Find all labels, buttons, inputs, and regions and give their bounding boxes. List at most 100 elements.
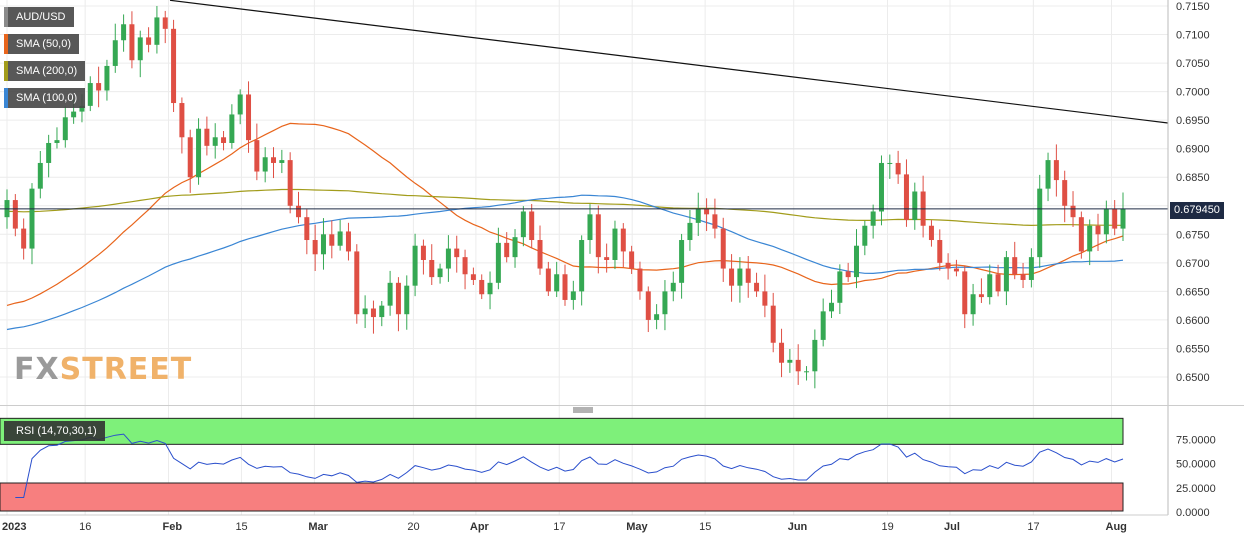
candle-body — [629, 251, 635, 269]
candle-body — [520, 211, 526, 238]
date-tick-label: Mar — [308, 521, 328, 533]
candle-body — [71, 111, 77, 118]
candle-body — [462, 257, 468, 275]
sma-50-line — [6, 122, 1124, 306]
candle-body — [412, 245, 418, 286]
candle-body — [587, 214, 593, 241]
candle-body — [562, 274, 568, 300]
candle-body — [437, 268, 443, 278]
candle-body — [395, 282, 401, 315]
watermark-street: STREET — [59, 352, 193, 387]
candle-body — [487, 282, 493, 295]
price-tick-label: 0.6900 — [1176, 144, 1210, 156]
price-tick-label: 0.6550 — [1176, 343, 1210, 355]
candle-body — [279, 160, 285, 163]
candle-body — [620, 228, 626, 252]
date-tick-label: May — [626, 521, 648, 533]
watermark-fx: FX — [14, 352, 60, 387]
candle-body — [1028, 257, 1034, 280]
candle-body — [420, 245, 426, 260]
axes — [0, 0, 1244, 516]
candle-body — [837, 271, 843, 303]
candle-body — [454, 248, 460, 258]
candle-body — [670, 282, 676, 292]
candle-body — [870, 211, 876, 226]
candle-body — [637, 268, 643, 292]
candle-body — [745, 268, 751, 283]
candle-body — [1062, 180, 1068, 206]
sma-50-label: SMA (50,0) — [16, 38, 72, 50]
rsi-tick-label: 75.0000 — [1176, 435, 1216, 447]
candle-body — [295, 205, 301, 218]
candle-body — [179, 103, 185, 138]
candle-body — [545, 268, 551, 292]
rsi-overbought-zone — [0, 417, 1124, 445]
candle-body — [1112, 208, 1118, 229]
candle-body — [146, 37, 152, 45]
sma-100-line — [6, 194, 1124, 331]
candle-body — [804, 371, 810, 373]
candle-body — [229, 114, 235, 143]
candle-body — [595, 214, 601, 258]
candle-body — [495, 242, 501, 283]
candle-body — [320, 234, 326, 255]
date-tick-label: Feb — [163, 521, 183, 533]
candle-body — [171, 28, 177, 104]
candle-body — [204, 128, 210, 146]
candle-body — [46, 142, 52, 163]
candle-body — [445, 248, 451, 269]
legend-sma-50[interactable]: SMA (50,0) — [4, 34, 80, 54]
oversold-band — [0, 482, 1124, 512]
candle-body — [687, 222, 693, 241]
candle-body — [271, 157, 277, 163]
candle-body — [512, 237, 518, 258]
candle-body — [470, 274, 476, 280]
candle-body — [978, 294, 984, 298]
candle-body — [1103, 208, 1109, 235]
candle-body — [504, 242, 510, 258]
candle-body — [1012, 257, 1018, 275]
date-tick-label: Jul — [944, 521, 960, 533]
candle-body — [853, 245, 859, 278]
candle-body — [246, 94, 252, 141]
candle-body — [912, 191, 918, 221]
resistance-trendline — [169, 0, 1168, 124]
candle-body — [1053, 160, 1059, 181]
price-tick-label: 0.6850 — [1176, 172, 1210, 184]
candle-body — [1037, 188, 1043, 258]
price-axis-labels: 0.7150 0.7100 0.7050 0.7000 0.6950 0.6900 0.68… — [1176, 1, 1210, 384]
candle-body — [404, 285, 410, 315]
rsi-axis-labels: 75.0000 50.0000 25.0000 0.0000 — [1176, 435, 1216, 520]
pair-label: AUD/USD — [16, 11, 66, 23]
date-tick-label: Jun — [788, 521, 808, 533]
price-tick-label: 0.6750 — [1176, 229, 1210, 241]
legend-sma-200[interactable]: SMA (200,0) — [4, 61, 86, 81]
rsi-oversold-zone — [0, 482, 1124, 512]
price-tick-label: 0.7000 — [1176, 87, 1210, 99]
candle-body — [387, 282, 393, 306]
candle-body — [354, 251, 360, 315]
candle-body — [1095, 225, 1101, 235]
sma-50-swatch — [4, 34, 8, 54]
candle-body — [304, 217, 310, 241]
candle-body — [695, 208, 701, 223]
pair-swatch — [4, 7, 8, 27]
candle-body — [937, 240, 943, 263]
candle-body — [379, 305, 385, 318]
candle-body — [187, 137, 193, 178]
candle-body — [953, 268, 959, 272]
legend-sma-100[interactable]: SMA (100,0) — [4, 88, 86, 108]
rsi-legend[interactable]: RSI (14,70,30,1) — [4, 421, 105, 441]
date-tick-label: Apr — [470, 521, 490, 533]
price-tick-label: 0.7050 — [1176, 58, 1210, 70]
candle-body — [254, 140, 260, 172]
price-tick-label: 0.6650 — [1176, 286, 1210, 298]
price-tick-label: 0.7150 — [1176, 1, 1210, 13]
price-tick-label: 0.6600 — [1176, 315, 1210, 327]
candle-body — [312, 240, 318, 255]
candlestick-series — [4, 5, 1126, 389]
candle-body — [62, 117, 68, 141]
sma-100-label: SMA (100,0) — [16, 92, 78, 104]
legend-pair[interactable]: AUD/USD — [4, 7, 74, 27]
